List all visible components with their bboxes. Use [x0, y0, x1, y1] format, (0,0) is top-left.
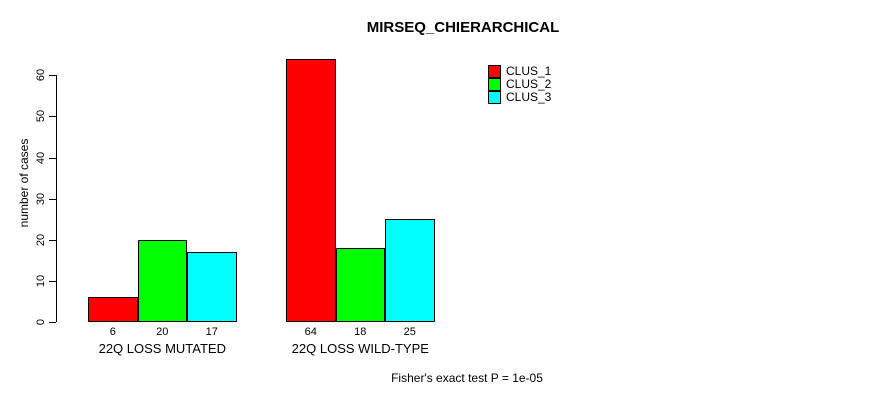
legend-label: CLUS_1 [506, 64, 552, 78]
bar-value-label: 20 [156, 326, 169, 338]
bar-value-label: 64 [304, 326, 317, 338]
legend: CLUS_1 CLUS_2 CLUS_3 [488, 65, 551, 104]
legend-row: CLUS_2 [488, 78, 551, 91]
legend-row: CLUS_3 [488, 91, 551, 104]
bar-value-label: 17 [205, 326, 218, 338]
legend-label: CLUS_2 [506, 77, 552, 91]
bar [137, 239, 187, 322]
bar-value-label: 18 [354, 326, 367, 338]
y-tick [49, 198, 56, 200]
bar-value-label: 6 [109, 326, 116, 338]
y-tick [49, 322, 56, 323]
bar [335, 248, 385, 322]
bar-value-label: 25 [403, 326, 416, 338]
y-tick [49, 75, 56, 77]
y-axis-line [56, 75, 57, 322]
y-tick [49, 280, 56, 282]
chart-title: MIRSEQ_CHIERARCHICAL [366, 19, 560, 36]
fisher-test-annotation: Fisher's exact test P = 1e-05 [391, 371, 543, 385]
y-tick-label: 60 [35, 69, 47, 82]
bar [385, 219, 435, 322]
group-label: 22Q LOSS MUTATED [98, 341, 226, 356]
legend-row: CLUS_1 [488, 65, 551, 78]
y-tick [49, 116, 56, 118]
y-tick [49, 239, 56, 241]
bar [286, 58, 336, 322]
bar [187, 252, 237, 322]
y-tick-label: 30 [35, 192, 47, 205]
bar [88, 297, 138, 322]
y-tick-label: 0 [35, 318, 47, 326]
legend-swatch [488, 91, 501, 104]
legend-swatch [488, 78, 501, 91]
y-tick-label: 10 [35, 274, 47, 288]
y-tick-label: 40 [35, 151, 47, 164]
legend-label: CLUS_3 [506, 90, 552, 104]
y-tick [49, 157, 56, 159]
group-label: 22Q LOSS WILD-TYPE [291, 341, 429, 356]
y-tick-label: 50 [35, 110, 47, 123]
y-tick-label: 20 [35, 233, 47, 246]
legend-swatch [488, 65, 501, 78]
